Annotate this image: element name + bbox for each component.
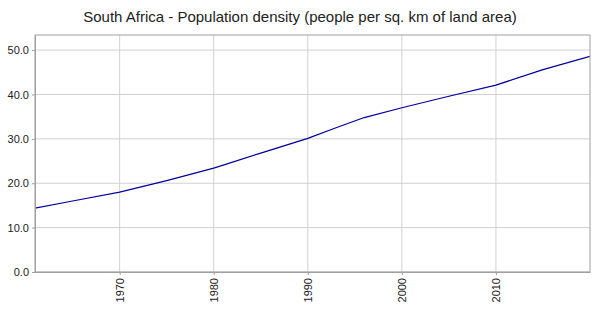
x-tick: 2000 — [396, 272, 408, 302]
y-grid-line — [35, 183, 590, 184]
y-tick: 10.0 — [8, 222, 35, 234]
x-grid-line — [307, 35, 308, 272]
x-axis-line — [36, 272, 591, 273]
y-tick-mark — [32, 94, 35, 95]
title: South Africa - Population density (peopl… — [83, 8, 517, 25]
y-tick: 0.0 — [14, 266, 35, 278]
y-axis: 0.0 10.0 20.0 30.0 40.0 50.0 — [8, 36, 36, 279]
x-axis: 1970 1980 1990 2000 2010 — [36, 272, 591, 302]
x-tick-label: 1970 — [114, 278, 126, 302]
y-tick-label: 50.0 — [8, 44, 29, 56]
plot-background — [35, 35, 590, 272]
x-grid-line — [119, 35, 120, 272]
y-tick-mark — [32, 50, 35, 51]
y-tick-mark — [32, 139, 35, 140]
x-tick-mark — [214, 272, 215, 275]
y-tick: 30.0 — [8, 133, 35, 145]
grid — [35, 35, 590, 272]
x-tick-label: 2000 — [396, 278, 408, 302]
x-tick-mark — [402, 272, 403, 275]
x-grid-line — [495, 35, 496, 272]
x-tick-mark — [496, 272, 497, 275]
x-tick-label: 2010 — [490, 278, 502, 302]
y-grid-line — [35, 94, 590, 95]
chart: South Africa - Population density (peopl… — [0, 0, 600, 315]
y-tick: 20.0 — [8, 177, 35, 189]
series — [35, 56, 590, 208]
y-tick-label: 20.0 — [8, 177, 29, 189]
y-axis-line — [35, 36, 36, 273]
y-tick-mark — [32, 228, 35, 229]
y-tick: 50.0 — [8, 44, 35, 56]
y-grid-line — [35, 227, 590, 228]
x-tick-label: 1980 — [208, 278, 220, 302]
plot-frame — [35, 35, 590, 272]
y-grid-line — [35, 50, 590, 51]
plot: 0.0 10.0 20.0 30.0 40.0 50.0 1970 1980 1990 2000 2… — [8, 35, 591, 302]
y-tick-mark — [32, 272, 35, 273]
x-tick: 1990 — [302, 272, 314, 302]
y-tick-label: 0.0 — [14, 266, 29, 278]
x-grid-line — [401, 35, 402, 272]
x-tick-mark — [120, 272, 121, 275]
y-tick: 40.0 — [8, 88, 35, 100]
x-grid-line — [213, 35, 214, 272]
y-tick-label: 40.0 — [8, 88, 29, 100]
x-tick: 1980 — [208, 272, 220, 302]
y-tick-label: 30.0 — [8, 133, 29, 145]
x-tick: 1970 — [114, 272, 126, 302]
y-grid-line — [35, 138, 590, 139]
data-line — [35, 56, 590, 208]
x-tick-mark — [308, 272, 309, 275]
x-tick: 2010 — [490, 272, 502, 302]
y-tick-label: 10.0 — [8, 222, 29, 234]
x-tick-label: 1990 — [302, 278, 314, 302]
y-tick-mark — [32, 183, 35, 184]
